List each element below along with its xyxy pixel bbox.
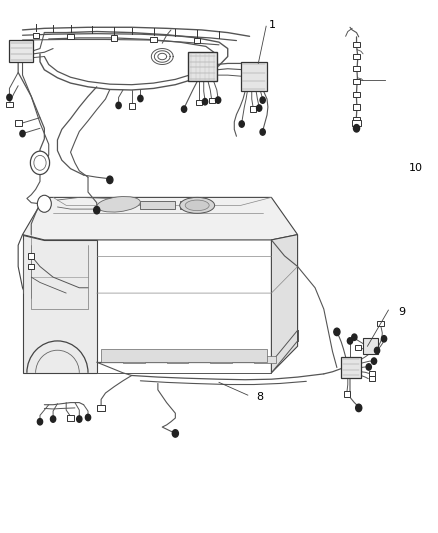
Bar	[14, 120, 21, 126]
Circle shape	[94, 206, 100, 214]
Bar	[363, 338, 378, 354]
Circle shape	[30, 151, 49, 174]
Bar	[111, 35, 117, 41]
Text: 10: 10	[409, 163, 423, 173]
Bar	[344, 391, 350, 397]
Bar	[150, 37, 156, 42]
Circle shape	[20, 131, 25, 137]
Circle shape	[138, 95, 143, 102]
Bar	[194, 38, 200, 43]
Bar	[353, 42, 360, 47]
Circle shape	[77, 416, 82, 422]
Polygon shape	[272, 235, 297, 373]
Circle shape	[334, 328, 340, 336]
Circle shape	[374, 348, 380, 354]
Circle shape	[116, 102, 121, 109]
Circle shape	[356, 404, 362, 411]
Bar	[28, 253, 34, 259]
Bar	[97, 405, 105, 411]
Bar	[241, 62, 267, 91]
Circle shape	[347, 338, 353, 344]
Circle shape	[107, 176, 113, 183]
Bar	[250, 107, 256, 112]
Polygon shape	[22, 235, 97, 373]
Polygon shape	[22, 197, 297, 240]
Circle shape	[37, 418, 42, 425]
Bar	[196, 100, 202, 106]
Text: 1: 1	[269, 20, 276, 30]
Bar	[352, 120, 361, 126]
Circle shape	[260, 129, 265, 135]
Polygon shape	[18, 235, 97, 368]
Bar	[28, 264, 34, 269]
Circle shape	[381, 336, 387, 342]
Text: 8: 8	[256, 392, 263, 402]
Circle shape	[34, 156, 46, 170]
Circle shape	[257, 105, 262, 111]
Bar	[353, 79, 360, 84]
Bar	[353, 117, 360, 123]
Bar	[341, 357, 361, 378]
Circle shape	[371, 358, 377, 365]
Bar	[10, 39, 33, 62]
Bar	[129, 103, 135, 109]
Bar	[353, 66, 360, 71]
Bar	[353, 104, 360, 110]
Bar	[141, 201, 175, 209]
Circle shape	[202, 99, 208, 105]
Bar	[32, 33, 39, 38]
Bar	[369, 376, 375, 381]
Bar	[67, 34, 74, 39]
Bar	[369, 370, 375, 376]
Circle shape	[239, 121, 244, 127]
Bar	[188, 52, 217, 82]
Ellipse shape	[97, 197, 140, 212]
Bar	[355, 345, 361, 350]
Circle shape	[7, 94, 12, 101]
Text: 9: 9	[398, 306, 405, 317]
Bar	[353, 54, 360, 59]
Circle shape	[260, 97, 265, 103]
Circle shape	[366, 364, 371, 370]
Circle shape	[181, 106, 187, 112]
Ellipse shape	[185, 200, 209, 211]
Circle shape	[37, 195, 51, 212]
Bar	[353, 92, 360, 97]
Circle shape	[172, 430, 178, 437]
Bar	[210, 356, 232, 364]
Bar	[67, 415, 74, 421]
Circle shape	[353, 125, 360, 132]
Bar	[180, 201, 201, 209]
Bar	[254, 356, 276, 364]
Bar	[166, 356, 188, 364]
Bar	[208, 98, 215, 103]
Circle shape	[50, 416, 56, 422]
Circle shape	[352, 334, 357, 341]
Ellipse shape	[180, 197, 215, 213]
Bar	[123, 356, 145, 364]
Bar	[378, 321, 384, 326]
Bar	[101, 349, 267, 362]
Circle shape	[85, 414, 91, 421]
Bar	[6, 102, 13, 107]
Circle shape	[215, 97, 221, 103]
